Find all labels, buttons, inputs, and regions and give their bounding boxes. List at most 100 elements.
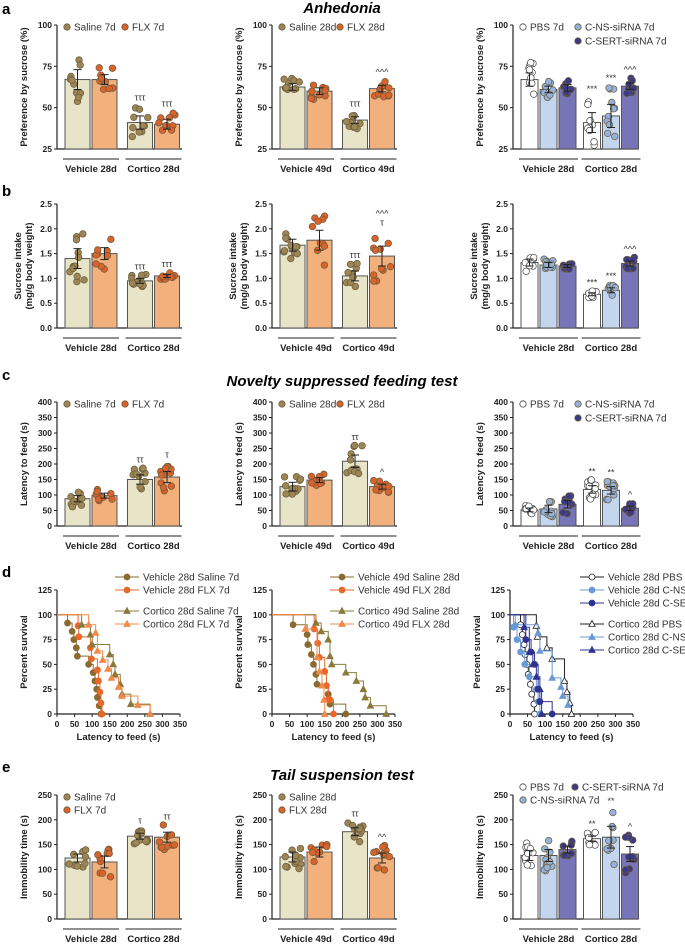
- data-point: [293, 250, 301, 258]
- data-point: [308, 479, 316, 487]
- group-label: Cortico 28d: [585, 343, 637, 354]
- group-label: Cortico 28d: [585, 934, 637, 944]
- y-tick-label: 350: [253, 413, 267, 423]
- x-tick-label: 300: [608, 719, 622, 729]
- y-tick-label: 0: [503, 521, 508, 531]
- data-point: [320, 709, 329, 717]
- y-tick-label: 250: [494, 444, 508, 454]
- legend-marker: [338, 619, 346, 627]
- data-point: [107, 489, 115, 498]
- y-tick-label: 1.0: [40, 273, 52, 283]
- data-point: [604, 129, 612, 138]
- data-point: [98, 655, 107, 663]
- y-tick-label: 50: [499, 506, 509, 516]
- data-point: [326, 696, 334, 704]
- y-tick-label: 50: [43, 659, 53, 669]
- y-tick-label: 100: [253, 610, 267, 620]
- y-axis-label: Latency to feed (s): [19, 422, 30, 506]
- data-point: [290, 85, 298, 94]
- y-axis-label: Latency to feed (s): [234, 422, 245, 506]
- data-point: [528, 660, 537, 668]
- y-tick-label: 300: [253, 428, 267, 438]
- x-tick-label: 350: [626, 719, 640, 729]
- data-point: [567, 849, 576, 858]
- y-tick-label: 0.5: [496, 298, 508, 308]
- data-point: [167, 482, 175, 490]
- data-point: [385, 84, 393, 92]
- data-point: [350, 833, 358, 841]
- x-tick-label: 300: [370, 719, 384, 729]
- significance-marker: τττ: [162, 98, 173, 108]
- y-tick-label: 100: [253, 20, 267, 30]
- data-point: [139, 121, 147, 130]
- legend-marker: [588, 586, 596, 594]
- y-tick-label: 50: [43, 103, 53, 113]
- y-tick-label: 300: [38, 428, 52, 438]
- data-point: [93, 487, 101, 496]
- chart-d2: 0 25 50 75 100 125 Percent survival 0 50 100 150 20…: [234, 573, 460, 744]
- data-point: [545, 836, 553, 845]
- data-point: [386, 263, 395, 271]
- legend-marker: [588, 619, 596, 627]
- significance-marker: τττ: [135, 261, 146, 271]
- data-point: [107, 235, 115, 243]
- data-point: [280, 473, 289, 481]
- chart-c3: 0 50 100 150 200 250 300 350 400 Latency to feed …: [475, 397, 667, 552]
- y-tick-label: 100: [494, 490, 508, 500]
- data-point: [585, 833, 593, 842]
- data-point: [532, 672, 541, 680]
- data-point: [282, 83, 290, 92]
- group-label: Cortico 28d: [127, 164, 179, 175]
- data-point: [525, 673, 533, 681]
- data-point: [128, 279, 137, 287]
- y-axis-label: Sucrose intake: [13, 232, 24, 300]
- data-point: [144, 113, 152, 122]
- y-tick-label: 75: [499, 61, 509, 71]
- data-point: [82, 846, 90, 854]
- data-point: [359, 684, 368, 693]
- data-point: [384, 239, 392, 248]
- legend-marker: [338, 586, 346, 594]
- x-tick-label: 250: [591, 719, 605, 729]
- y-axis-label: Immobility time (s): [475, 815, 486, 899]
- y-tick-label: 150: [253, 475, 267, 485]
- data-point: [307, 651, 315, 658]
- chart-a3: 25 50 75 100 Preference by sucrose (%) Vehicl…: [475, 20, 667, 175]
- y-tick-label: 1.5: [40, 249, 52, 259]
- significance-marker: **: [607, 796, 615, 806]
- data-point: [313, 680, 321, 688]
- row-title-anhedonia: Anhedonia: [302, 0, 381, 17]
- x-tick-label: 150: [103, 719, 117, 729]
- y-tick-label: 100: [253, 490, 267, 500]
- y-tick-label: 0: [47, 521, 52, 531]
- legend-marker: [121, 23, 129, 31]
- legend-marker: [571, 783, 579, 791]
- legend-label: FLX 28d: [289, 806, 327, 817]
- data-point: [361, 693, 369, 701]
- data-point: [591, 828, 599, 837]
- data-point: [366, 701, 375, 709]
- y-axis-label: Preference by sucrose (%): [19, 27, 30, 146]
- bar: [279, 86, 306, 150]
- data-point: [342, 710, 350, 718]
- data-point: [629, 264, 637, 273]
- data-point: [518, 631, 526, 639]
- y-tick-label: 100: [494, 20, 508, 30]
- data-point: [308, 222, 317, 231]
- data-point: [74, 93, 83, 101]
- data-point: [330, 710, 337, 718]
- significance-marker: ^^^: [376, 67, 389, 77]
- y-tick-label: 50: [496, 659, 506, 669]
- y-tick-label: 2.5: [40, 199, 52, 209]
- data-point: [320, 695, 328, 703]
- legend-marker: [588, 573, 596, 581]
- data-point: [530, 90, 538, 98]
- data-point: [354, 469, 363, 478]
- legend-label: Vehicle 28d C-SERT 7d: [608, 599, 685, 610]
- bar: [558, 265, 577, 329]
- data-point: [561, 851, 569, 860]
- bar: [558, 849, 577, 920]
- data-point: [611, 132, 619, 141]
- data-point: [314, 217, 322, 225]
- data-point: [170, 841, 179, 849]
